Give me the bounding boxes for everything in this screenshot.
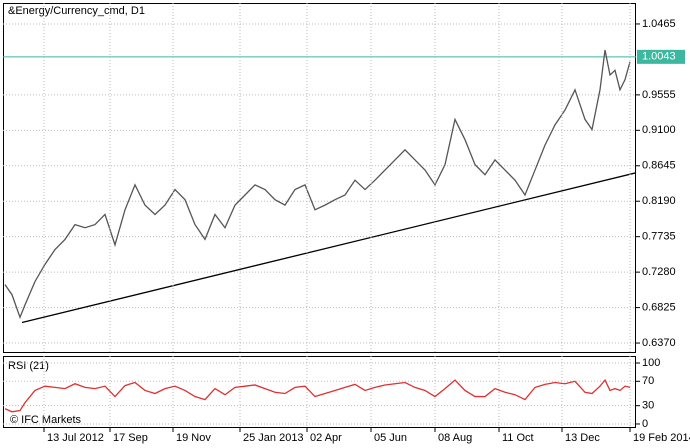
y-tick-label: 0.9100 — [642, 124, 676, 136]
rsi-panel — [3, 356, 636, 428]
x-tick-label: 13 Dec — [565, 432, 600, 444]
x-tick-label: 08 Aug — [438, 432, 472, 444]
y-tick-label: 70 — [642, 375, 654, 387]
price-line — [4, 49, 631, 320]
x-tick-label: 05 Jun — [374, 432, 407, 444]
x-tick-label: 25 Jan 2013 — [243, 432, 304, 444]
y-tick-label: 0.6370 — [642, 337, 676, 349]
level-label: 1.0043 — [642, 51, 676, 63]
x-tick-label: 19 Nov — [176, 432, 211, 444]
x-tick-label: 13 Jul 2012 — [47, 432, 104, 444]
y-tick-label: 100 — [642, 357, 660, 369]
y-tick-label: 0.8190 — [642, 195, 676, 207]
price-panel — [3, 3, 636, 353]
chart-title: &Energy/Currency_cmd, D1 — [8, 5, 145, 17]
x-tick-label: 19 Feb 2014 — [633, 432, 690, 444]
x-tick-label: 02 Apr — [310, 432, 342, 444]
x-tick-label: 17 Sep — [113, 432, 148, 444]
x-tick-label: 11 Oct — [502, 432, 534, 444]
y-tick-label: 0.6825 — [642, 301, 676, 313]
y-tick-label: 0 — [642, 418, 648, 430]
y-tick-label: 30 — [642, 400, 654, 412]
y-tick-label: 0.9555 — [642, 89, 676, 101]
level-box — [637, 49, 685, 64]
y-tick-label: 1.0465 — [642, 18, 676, 30]
trendline — [21, 172, 637, 324]
y-tick-label: 0.7280 — [642, 266, 676, 278]
y-tick-label: 0.8645 — [642, 160, 676, 172]
y-tick-label: 0.7735 — [642, 231, 676, 243]
watermark: © IFC Markets — [10, 414, 82, 426]
rsi-title: RSI (21) — [8, 360, 49, 372]
price-line — [4, 378, 631, 413]
